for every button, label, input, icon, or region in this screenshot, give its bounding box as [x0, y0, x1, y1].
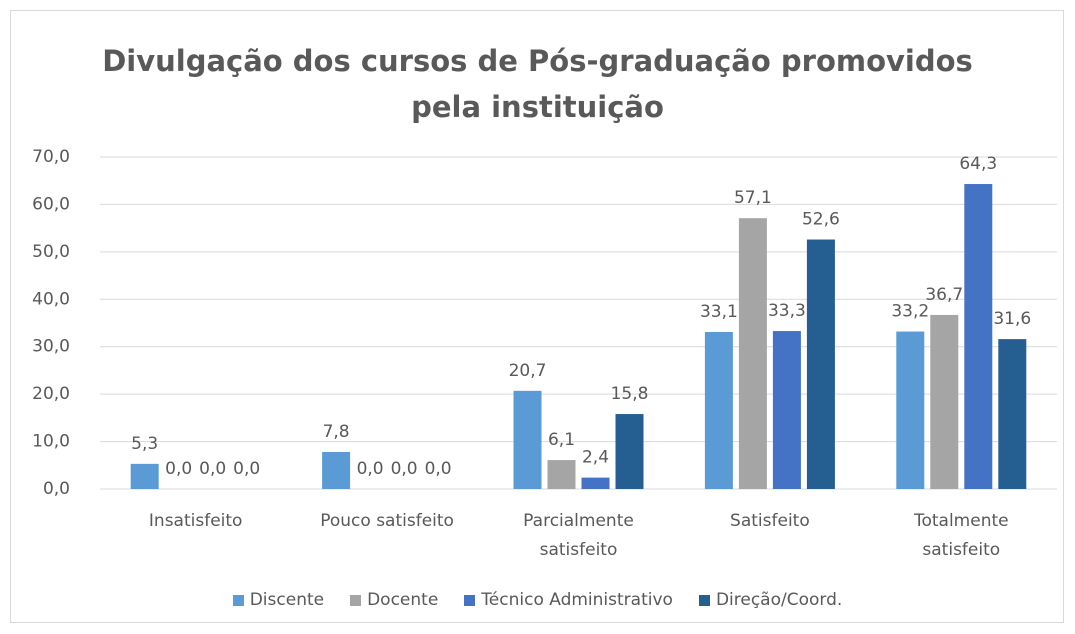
bar	[806, 239, 835, 489]
data-label: 31,6	[993, 309, 1031, 329]
data-label: 33,3	[768, 301, 806, 321]
y-tick-label: 70,0	[32, 147, 70, 167]
y-tick-label: 10,0	[32, 432, 70, 452]
bar	[130, 463, 159, 489]
bar	[547, 460, 576, 489]
x-tick-label: Pouco satisfeito	[320, 511, 454, 531]
legend-swatch	[350, 594, 362, 606]
legend-swatch	[464, 594, 476, 606]
data-label: 2,4	[582, 448, 609, 468]
legend-label: Direção/Coord.	[715, 590, 843, 610]
data-label: 64,3	[959, 154, 997, 174]
data-label: 33,2	[891, 302, 929, 322]
y-tick-label: 40,0	[32, 289, 70, 309]
bar	[581, 477, 610, 489]
data-label: 20,7	[509, 361, 547, 381]
data-label: 7,8	[323, 422, 350, 442]
data-label: 0,0	[165, 459, 192, 479]
legend-item: Técnico Administrativo	[464, 590, 673, 610]
legend-item: Discente	[232, 590, 325, 610]
data-label: 52,6	[802, 210, 840, 230]
x-tick-label: Insatisfeito	[148, 511, 243, 531]
y-tick-label: 30,0	[32, 337, 70, 357]
chart-border	[10, 10, 1064, 623]
legend-swatch	[232, 594, 244, 606]
bar	[704, 332, 733, 489]
legend-label: Discente	[249, 590, 325, 610]
bar	[930, 314, 959, 489]
data-label: 5,3	[131, 434, 158, 454]
bar	[322, 452, 351, 489]
legend-item: Docente	[350, 590, 438, 610]
bar	[998, 339, 1027, 489]
bar	[615, 414, 644, 489]
x-tick-label: Totalmente satisfeito	[913, 511, 1009, 560]
data-label: 57,1	[734, 188, 772, 208]
bar	[772, 331, 801, 489]
data-label: 0,0	[199, 459, 226, 479]
data-label: 0,0	[425, 459, 452, 479]
bar	[513, 390, 542, 489]
legend-swatch	[698, 594, 710, 606]
bar	[738, 218, 767, 489]
data-label: 36,7	[925, 285, 963, 305]
bar	[896, 331, 925, 489]
y-tick-label: 0,0	[43, 479, 70, 499]
data-label: 33,1	[700, 302, 738, 322]
legend-item: Direção/Coord.	[698, 590, 843, 610]
data-label: 0,0	[357, 459, 384, 479]
data-label: 15,8	[611, 384, 649, 404]
data-label: 6,1	[548, 430, 575, 450]
legend: Discente Docente Técnico Administrativo Dir…	[0, 590, 1075, 610]
x-tick-label: Satisfeito	[730, 511, 810, 531]
legend-label: Docente	[367, 590, 439, 610]
chart-title: Divulgação dos cursos de Pós-graduação p…	[102, 44, 973, 124]
x-tick-label: Parcialmente satisfeito	[523, 511, 634, 560]
y-tick-label: 60,0	[32, 194, 70, 214]
data-label: 0,0	[233, 459, 260, 479]
y-tick-label: 50,0	[32, 242, 70, 262]
y-tick-label: 20,0	[32, 384, 70, 404]
legend-label: Técnico Administrativo	[481, 590, 673, 610]
data-label: 0,0	[391, 459, 418, 479]
bar	[964, 184, 993, 489]
